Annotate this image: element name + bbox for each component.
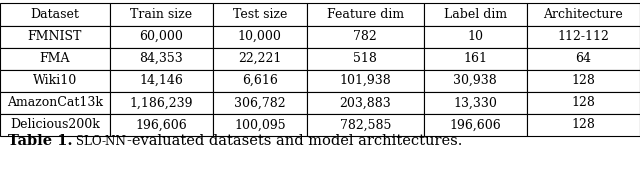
Text: Table 1.: Table 1. bbox=[8, 134, 72, 148]
Text: -NN: -NN bbox=[102, 135, 127, 148]
Text: SLO: SLO bbox=[72, 135, 102, 148]
Text: -evaluated datasets and model architectures.: -evaluated datasets and model architectu… bbox=[127, 134, 462, 148]
